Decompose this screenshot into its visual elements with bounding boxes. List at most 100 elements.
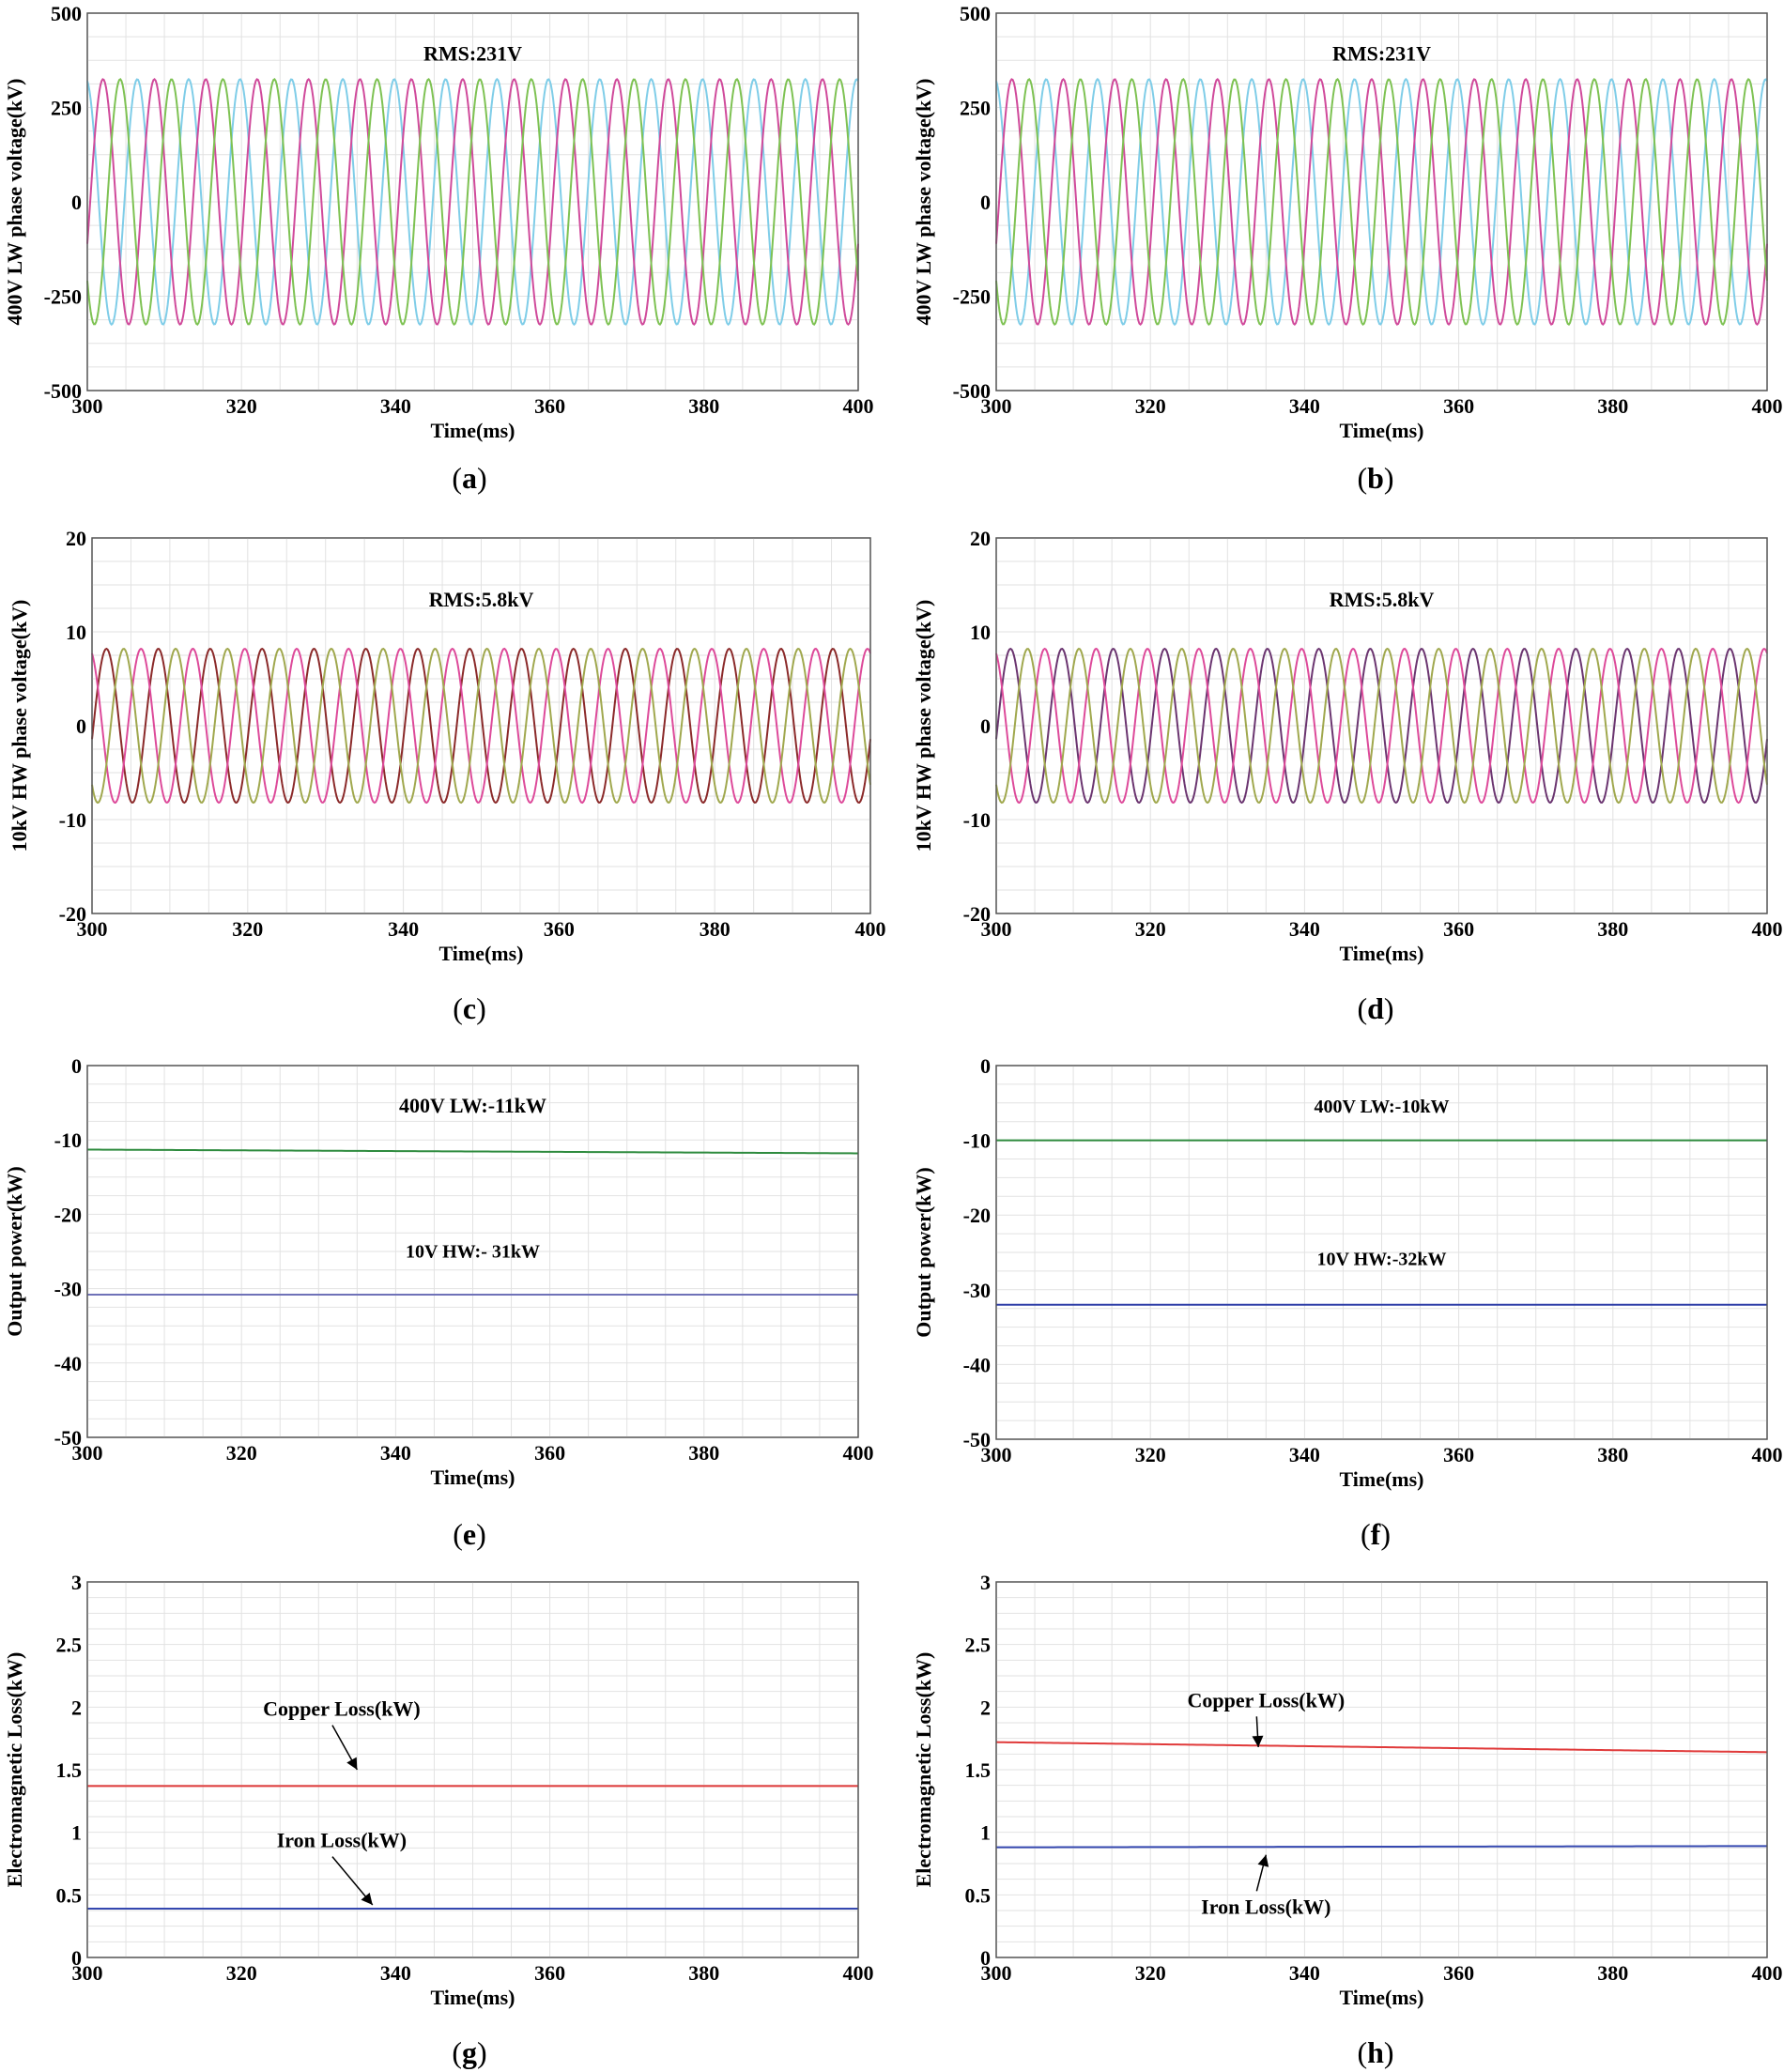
y-tick-label: 2.5	[965, 1634, 992, 1657]
x-tick-label: 360	[1443, 1961, 1474, 1985]
y-tick-label: 3	[980, 1571, 991, 1594]
annotation-1: Copper Loss(kW)	[263, 1697, 421, 1721]
y-tick-label: -20	[963, 1204, 991, 1227]
y-tick-label: 10	[970, 621, 991, 644]
x-tick-label: 340	[388, 917, 419, 941]
plot-border	[91, 537, 871, 914]
y-tick-label: -20	[54, 1203, 82, 1226]
x-tick-label: 300	[72, 1961, 103, 1985]
annotation-1: RMS:5.8kV	[1330, 588, 1435, 611]
x-tick-label: 360	[534, 1961, 565, 1985]
series-line-3	[86, 78, 859, 326]
series-line-2	[995, 1845, 1768, 1849]
series-line-3	[995, 647, 1768, 805]
plot-border	[86, 1065, 859, 1438]
y-tick-label: -30	[54, 1278, 82, 1301]
x-tick-label: 400	[1752, 917, 1783, 941]
y-tick-label: -30	[963, 1279, 991, 1302]
x-tick-label: 400	[843, 1441, 874, 1465]
x-axis-title: Time(ms)	[430, 1986, 515, 2009]
x-tick-label: 380	[688, 1441, 719, 1465]
y-tick-label: 0	[76, 714, 86, 738]
x-tick-label: 380	[1597, 394, 1628, 418]
annotation-arrowhead	[361, 1892, 373, 1905]
x-tick-label: 380	[1597, 1443, 1628, 1466]
x-tick-label: 400	[843, 1961, 874, 1985]
x-tick-label: 340	[1289, 1443, 1320, 1466]
x-tick-label: 320	[1135, 1961, 1166, 1985]
plot-border	[995, 1581, 1768, 1958]
grid	[996, 1066, 1767, 1439]
x-tick-label: 360	[534, 1441, 565, 1465]
series-line-1	[86, 77, 859, 327]
y-tick-label: 0	[71, 1946, 82, 1970]
y-tick-label: 0	[71, 1054, 82, 1078]
y-tick-label: 2	[980, 1696, 991, 1719]
x-axis-title: Time(ms)	[1339, 1986, 1423, 2009]
y-tick-label: 0	[980, 714, 991, 738]
x-tick-label: 320	[226, 394, 257, 418]
y-tick-label: 20	[66, 527, 86, 550]
annotation-arrowhead	[1252, 1735, 1264, 1747]
x-tick-label: 400	[843, 394, 874, 418]
plot-border	[86, 12, 859, 391]
grid	[87, 13, 858, 391]
x-tick-label: 320	[1135, 1443, 1166, 1466]
series-line-1	[86, 1148, 859, 1155]
series-line-2	[91, 647, 871, 805]
x-tick-label: 360	[534, 394, 565, 418]
y-axis-title: 400V LW phase voltage(kV)	[3, 78, 26, 325]
x-tick-label: 360	[544, 917, 575, 941]
y-tick-label: -40	[54, 1352, 82, 1375]
x-axis-title: Time(ms)	[1339, 942, 1423, 965]
y-tick-label: 2.5	[56, 1634, 83, 1657]
y-axis-title: Electromagnetic Loss(kW)	[912, 1652, 935, 1888]
x-tick-label: 340	[380, 1961, 411, 1985]
y-tick-label: 1	[71, 1821, 82, 1845]
x-tick-label: 340	[1289, 1961, 1320, 1985]
annotation-2: 10V HW:- 31kW	[406, 1241, 540, 1262]
plot-border	[995, 12, 1768, 391]
y-tick-label: 0	[980, 1946, 991, 1970]
plot-border	[86, 1581, 859, 1958]
y-tick-label: 1	[980, 1821, 991, 1845]
annotation-1: RMS:231V	[423, 41, 522, 65]
y-tick-label: 3	[71, 1571, 82, 1594]
grid	[996, 1582, 1767, 1957]
x-tick-label: 400	[1752, 1443, 1783, 1466]
x-tick-label: 380	[688, 1961, 719, 1985]
plot-border	[995, 1065, 1768, 1440]
grid	[996, 13, 1767, 391]
series-line-2	[995, 647, 1768, 805]
y-tick-label: -40	[963, 1353, 991, 1376]
series-line-1	[995, 647, 1768, 805]
panel-label: (b)	[1357, 461, 1393, 495]
x-tick-label: 300	[72, 1441, 103, 1465]
x-axis-title: Time(ms)	[1339, 1467, 1423, 1491]
x-tick-label: 320	[226, 1441, 257, 1465]
x-tick-label: 360	[1443, 394, 1474, 418]
x-axis-title: Time(ms)	[438, 942, 523, 965]
y-axis-title: 400V LW phase voltage(kV)	[912, 78, 935, 325]
y-axis-title: 10kV HW phase voltage(kV)	[8, 600, 31, 852]
x-tick-label: 320	[232, 917, 263, 941]
x-tick-label: 300	[72, 394, 103, 418]
y-tick-label: 2	[71, 1696, 82, 1719]
series-line-3	[995, 78, 1768, 326]
y-tick-label: 20	[970, 527, 991, 550]
annotation-1: 400V LW:-11kW	[399, 1094, 546, 1117]
annotation-1: 400V LW:-10kW	[1315, 1097, 1450, 1117]
y-tick-label: 500	[51, 2, 82, 25]
x-tick-label: 320	[226, 1961, 257, 1985]
annotation-1: RMS:5.8kV	[429, 588, 534, 611]
y-tick-label: -500	[44, 379, 82, 403]
panel-label: (c)	[453, 991, 486, 1025]
x-axis-title: Time(ms)	[430, 419, 515, 442]
panel-label: (d)	[1357, 991, 1393, 1025]
